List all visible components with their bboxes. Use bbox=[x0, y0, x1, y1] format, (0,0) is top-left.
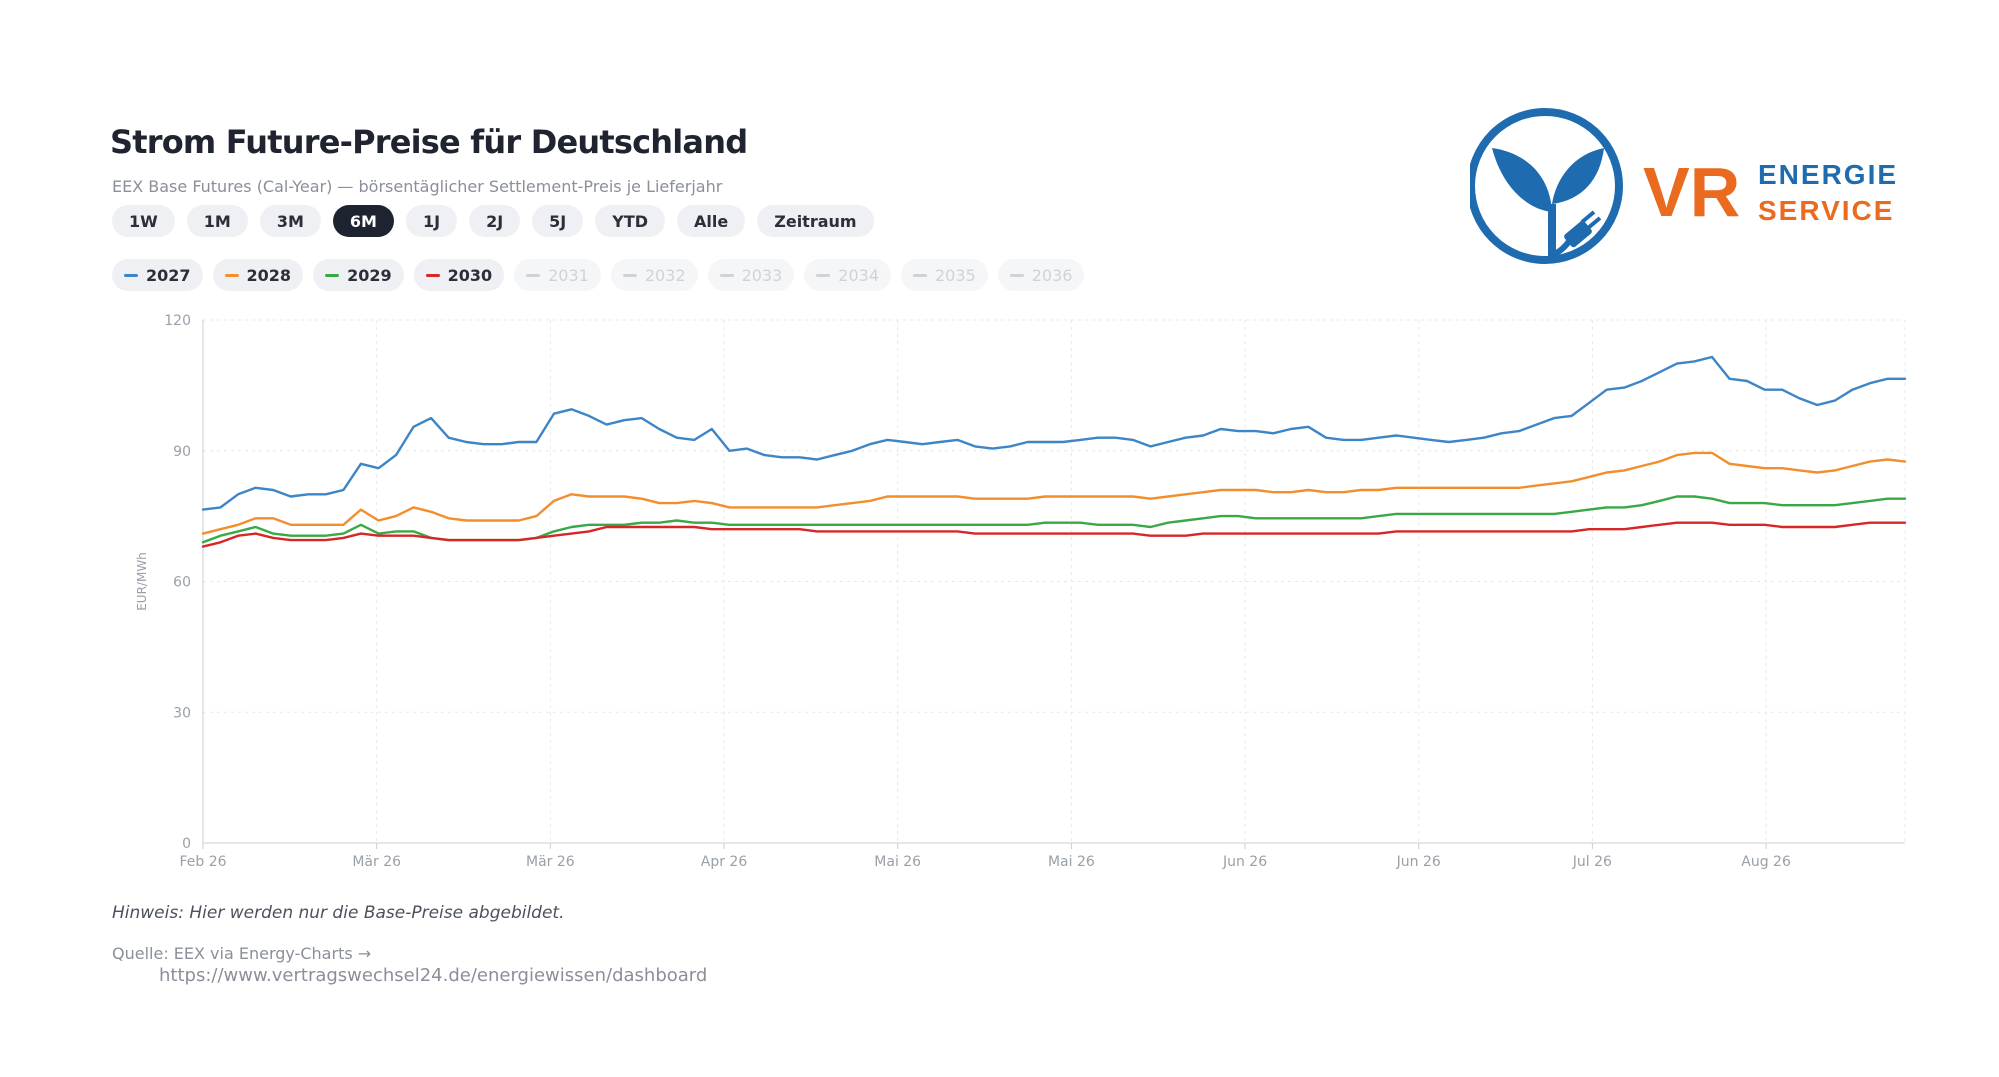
range-button-2j[interactable]: 2J bbox=[469, 205, 521, 237]
x-tick-label: Jul 26 bbox=[1572, 854, 1612, 870]
logo-line2-text: SERVICE bbox=[1758, 195, 1894, 226]
series-toggle-2032[interactable]: 2032 bbox=[610, 259, 698, 291]
legend-swatch bbox=[224, 273, 239, 277]
series-toggle-2027[interactable]: 2027 bbox=[112, 259, 203, 291]
source-url[interactable]: https://www.vertragswechsel24.de/energie… bbox=[159, 965, 708, 986]
range-button-6m[interactable]: 6M bbox=[332, 205, 394, 237]
x-tick-label: Jun 26 bbox=[1222, 854, 1267, 870]
series-toggle-label: 2028 bbox=[246, 265, 292, 285]
range-button-alle[interactable]: Alle bbox=[677, 205, 746, 237]
series-toggle-2029[interactable]: 2029 bbox=[313, 259, 404, 291]
series-toggle-2033[interactable]: 2033 bbox=[707, 259, 795, 291]
brand-logo: VR ENERGIE SERVICE bbox=[1467, 108, 1910, 268]
series-line-2027 bbox=[201, 355, 1907, 511]
series-toggle-label: 2033 bbox=[741, 265, 783, 285]
x-tick-label: Jun 26 bbox=[1396, 854, 1441, 870]
chart-subtitle: EEX Base Futures (Cal-Year) — börsentägl… bbox=[112, 177, 723, 196]
x-tick-label: Mär 26 bbox=[526, 854, 575, 870]
series-line-2030 bbox=[201, 521, 1907, 548]
legend-swatch bbox=[913, 273, 927, 277]
plant-plug-icon bbox=[1467, 108, 1623, 264]
series-toggle-2030[interactable]: 2030 bbox=[413, 259, 505, 291]
legend-swatch bbox=[622, 273, 637, 277]
legend-swatch bbox=[425, 273, 440, 277]
range-button-5j[interactable]: 5J bbox=[532, 205, 584, 237]
y-tick-label: 60 bbox=[173, 575, 191, 591]
source-label[interactable]: Quelle: EEX via Energy-Charts → bbox=[112, 944, 372, 963]
legend-swatch bbox=[816, 273, 831, 277]
series-toggle-2035[interactable]: 2035 bbox=[901, 259, 988, 291]
legend-swatch bbox=[526, 273, 541, 277]
legend-swatch bbox=[1009, 273, 1024, 277]
time-range-selector: 1W 1M 3M 6M 1J 2J 5J YTD Alle Zeitraum bbox=[112, 205, 874, 237]
x-tick-label: Apr 26 bbox=[701, 854, 748, 870]
series-toggle-2031[interactable]: 2031 bbox=[514, 259, 601, 291]
chart-note: Hinweis: Hier werden nur die Base-Preise… bbox=[112, 903, 565, 923]
y-tick-label: 90 bbox=[173, 444, 191, 460]
series-toggle-label: 2030 bbox=[447, 265, 493, 285]
y-tick-label: 0 bbox=[182, 836, 191, 852]
range-button-1w[interactable]: 1W bbox=[112, 205, 175, 237]
legend-swatch bbox=[124, 273, 138, 277]
x-tick-label: Feb 26 bbox=[179, 854, 226, 870]
range-button-1j[interactable]: 1J bbox=[405, 205, 458, 237]
series-toggle-label: 2035 bbox=[935, 265, 976, 285]
logo-vr-text: VR bbox=[1643, 153, 1740, 231]
series-toggle-label: 2032 bbox=[644, 265, 686, 285]
range-button-3m[interactable]: 3M bbox=[259, 205, 321, 237]
range-button-1m[interactable]: 1M bbox=[186, 205, 248, 237]
x-tick-label: Aug 26 bbox=[1741, 854, 1791, 870]
series-toggle-label: 2029 bbox=[347, 265, 392, 285]
y-tick-label: 30 bbox=[173, 705, 191, 721]
chart-title: Strom Future-Preise für Deutschland bbox=[110, 123, 748, 161]
series-toggle-2034[interactable]: 2034 bbox=[804, 259, 891, 291]
series-toggle-bar: 2027 2028 2029 2030 2031 2032 2033 2034 2035 2036 bbox=[112, 259, 1085, 291]
legend-swatch bbox=[325, 273, 340, 277]
x-tick-label: Mai 26 bbox=[1048, 854, 1095, 870]
y-axis-label: EUR/MWh bbox=[135, 552, 149, 611]
series-toggle-label: 2031 bbox=[548, 265, 589, 285]
series-toggle-label: 2036 bbox=[1031, 265, 1073, 285]
series-line-2028 bbox=[201, 451, 1907, 535]
x-tick-label: Mär 26 bbox=[352, 854, 401, 870]
series-toggle-label: 2027 bbox=[146, 265, 191, 285]
legend-swatch bbox=[719, 273, 734, 277]
logo-line1-text: ENERGIE bbox=[1758, 159, 1898, 190]
series-toggle-2036[interactable]: 2036 bbox=[997, 259, 1085, 291]
line-chart: 0 30 60 90 120 Feb 26 Mär 26 Mär 26 Apr 26 Mai 26… bbox=[135, 313, 1907, 870]
series-toggle-label: 2034 bbox=[838, 265, 879, 285]
range-button-ytd[interactable]: YTD bbox=[595, 205, 666, 237]
series-toggle-2028[interactable]: 2028 bbox=[212, 259, 304, 291]
range-button-zeitraum[interactable]: Zeitraum bbox=[757, 205, 874, 237]
y-tick-label: 120 bbox=[164, 313, 191, 329]
x-tick-label: Mai 26 bbox=[874, 854, 921, 870]
